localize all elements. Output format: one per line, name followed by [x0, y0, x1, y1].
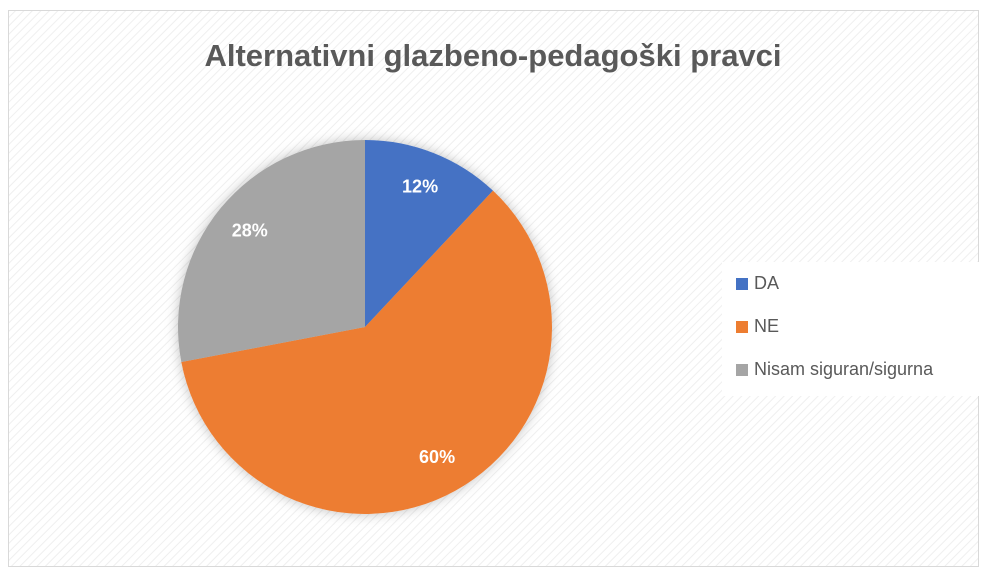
- data-label: 60%: [419, 447, 455, 467]
- legend-marker: [736, 321, 748, 333]
- pie-slice: [178, 140, 365, 363]
- legend-marker: [736, 364, 748, 376]
- legend-label: DA: [754, 273, 779, 293]
- legend-label: Nisam siguran/sigurna: [754, 359, 934, 379]
- data-label: 12%: [402, 177, 438, 197]
- pie-slice: [365, 140, 494, 327]
- legend-background: [722, 262, 987, 396]
- pie: [178, 140, 552, 514]
- legend-label: NE: [754, 316, 779, 336]
- pie-slice: [181, 190, 552, 514]
- chart-title: Alternativni glazbeno-pedagoški pravci: [204, 38, 781, 73]
- legend-marker: [736, 278, 748, 290]
- data-label: 28%: [232, 220, 268, 240]
